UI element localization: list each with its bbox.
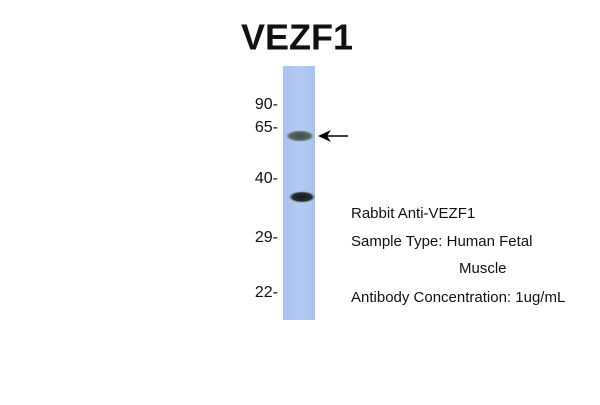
info-text: Muscle <box>459 260 507 277</box>
marker-label: 22- <box>255 284 278 301</box>
info-text: Rabbit Anti-VEZF1 <box>351 205 475 222</box>
info-text: Sample Type: Human Fetal <box>351 233 532 250</box>
marker-label: 65- <box>255 119 278 136</box>
band <box>288 191 316 203</box>
info-text: Antibody Concentration: 1ug/mL <box>351 289 565 306</box>
band <box>285 130 315 142</box>
marker-label: 40- <box>255 170 278 187</box>
arrow <box>318 130 348 142</box>
marker-label: 90- <box>255 96 278 113</box>
marker-label: 29- <box>255 229 278 246</box>
title: VEZF1 <box>241 17 353 58</box>
